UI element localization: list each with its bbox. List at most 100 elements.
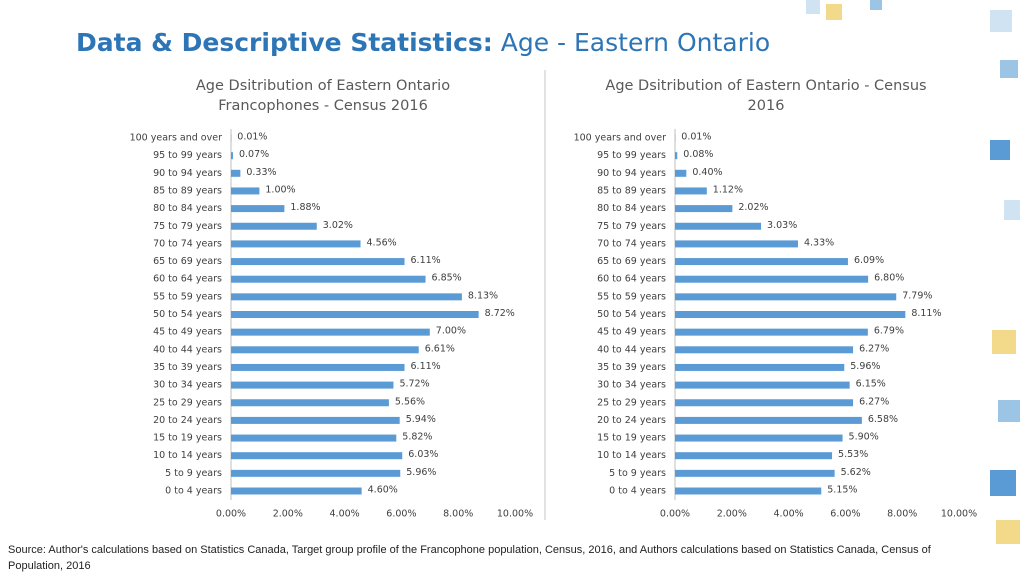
chart-title: Age Dsitribution of Eastern Ontario Fran… [195,78,451,114]
value-label: 1.12% [713,184,743,195]
bar [231,187,260,195]
bar [231,275,426,283]
category-label: 10 to 14 years [153,450,222,461]
category-label: 100 years and over [574,133,666,144]
value-label: 6.85% [432,273,462,284]
value-label: 6.11% [411,255,441,266]
category-label: 10 to 14 years [597,450,666,461]
bar [675,469,835,477]
x-tick-label: 2.00% [273,509,303,520]
category-label: 65 to 69 years [153,256,222,267]
x-tick-label: 4.00% [774,509,804,520]
bar [231,258,405,266]
category-label: 20 to 24 years [153,415,222,426]
category-label: 55 to 59 years [153,291,222,302]
x-tick-label: 6.00% [830,509,860,520]
bar [675,240,798,248]
category-label: 70 to 74 years [597,238,666,249]
x-tick-label: 10.00% [941,509,977,520]
value-label: 8.72% [485,308,515,319]
value-label: 6.15% [856,379,886,390]
value-label: 8.11% [911,308,941,319]
bar [675,311,906,318]
category-label: 75 to 79 years [153,221,222,232]
category-label: 40 to 44 years [153,344,222,355]
value-label: 7.00% [436,326,466,337]
category-label: 5 to 9 years [609,468,666,479]
category-label: 55 to 59 years [597,291,666,302]
slide-title: Data & Descriptive Statistics: Age - Eas… [76,28,770,57]
value-label: 8.13% [468,290,498,301]
value-label: 6.11% [411,361,441,372]
category-label: 85 to 89 years [153,185,222,196]
category-label: 40 to 44 years [597,344,666,355]
category-label: 65 to 69 years [597,256,666,267]
value-label: 5.15% [827,485,857,496]
bar [675,346,854,354]
value-label: 0.40% [692,167,722,178]
bar [675,187,707,195]
category-label: 90 to 94 years [153,168,222,179]
category-label: 95 to 99 years [597,150,666,161]
value-label: 3.02% [323,220,353,231]
x-tick-label: 8.00% [887,509,917,520]
bar [231,487,362,495]
value-label: 5.96% [850,361,880,372]
bar [231,346,419,354]
title-bold: Data & Descriptive Statistics: [76,28,493,57]
category-label: 35 to 39 years [597,362,666,373]
bar [675,487,822,495]
bar [675,416,862,424]
category-label: 45 to 49 years [597,327,666,338]
x-tick-label: 0.00% [660,509,690,520]
value-label: 6.80% [874,273,904,284]
bar [675,205,733,213]
bar [675,328,868,336]
decoration [806,0,1020,544]
category-label: 50 to 54 years [597,309,666,320]
value-label: 5.94% [406,414,436,425]
bar [675,152,678,160]
value-label: 2.02% [738,202,768,213]
value-label: 5.96% [406,467,436,478]
category-label: 25 to 29 years [153,397,222,408]
category-label: 100 years and over [130,133,222,144]
category-label: 45 to 49 years [153,327,222,338]
value-label: 5.62% [841,467,871,478]
category-label: 0 to 4 years [609,486,666,497]
value-label: 5.72% [399,379,429,390]
source-note: Source: Author's calculations based on S… [8,544,931,572]
x-tick-label: 4.00% [330,509,360,520]
category-label: 0 to 4 years [165,486,222,497]
bar [675,399,854,407]
category-label: 80 to 84 years [153,203,222,214]
bar [231,152,233,160]
bar [231,452,403,460]
value-label: 4.56% [367,237,397,248]
value-label: 1.88% [290,202,320,213]
x-tick-label: 6.00% [386,509,416,520]
value-label: 6.27% [859,343,889,354]
value-label: 0.33% [246,167,276,178]
chart-title: Age Dsitribution of Eastern Ontario - Ce… [605,78,927,114]
category-label: 30 to 34 years [597,380,666,391]
bar [231,222,317,230]
title-rest: Age - Eastern Ontario [500,28,771,57]
category-label: 20 to 24 years [597,415,666,426]
category-label: 30 to 34 years [153,380,222,391]
category-label: 35 to 39 years [153,362,222,373]
value-label: 6.09% [854,255,884,266]
bar [231,169,241,177]
bar [675,169,687,177]
category-label: 95 to 99 years [153,150,222,161]
bar [231,311,479,318]
bar [231,328,430,336]
bar [675,275,869,283]
category-label: 90 to 94 years [597,168,666,179]
bar [231,434,397,442]
category-label: 85 to 89 years [597,185,666,196]
value-label: 6.79% [874,326,904,337]
value-label: 5.56% [395,396,425,407]
value-label: 6.58% [868,414,898,425]
